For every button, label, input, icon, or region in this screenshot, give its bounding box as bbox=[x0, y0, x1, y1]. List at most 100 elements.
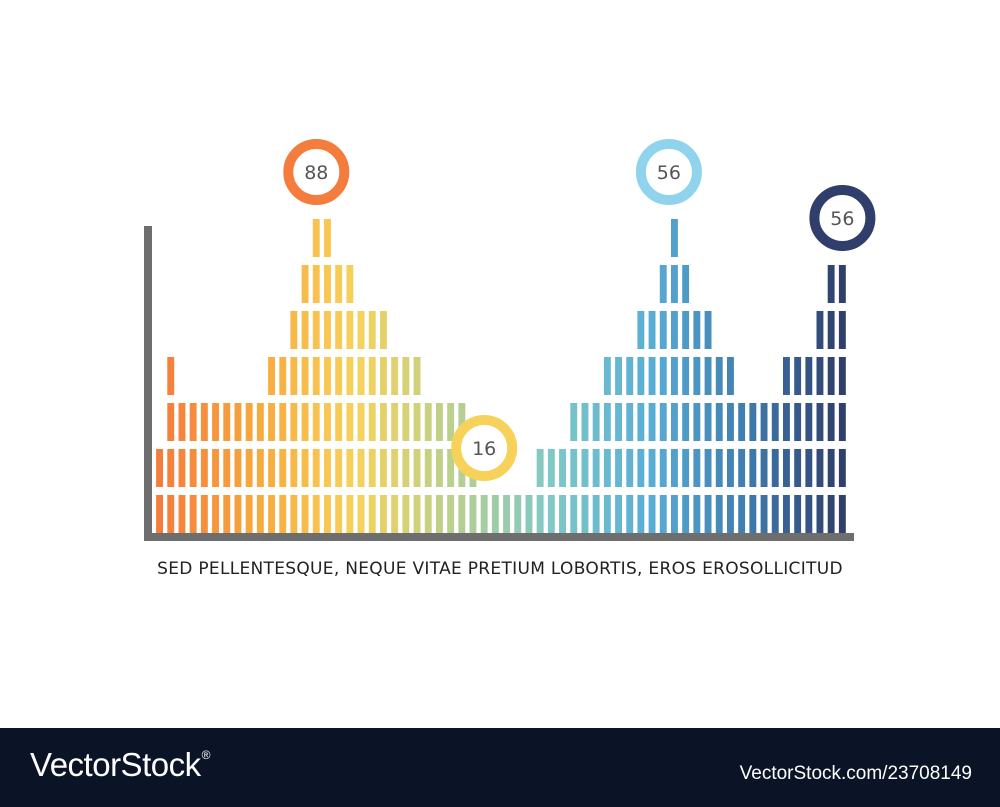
bar-segment bbox=[178, 495, 186, 533]
bar-segment bbox=[715, 357, 723, 395]
bar-segment bbox=[838, 265, 846, 303]
bar-segment bbox=[794, 403, 802, 441]
bar-segment bbox=[827, 449, 835, 487]
bar-segment bbox=[324, 449, 331, 487]
bar-segment bbox=[290, 311, 298, 349]
bar-segment bbox=[324, 219, 331, 257]
callout-ring bbox=[635, 139, 702, 205]
bar-segment bbox=[301, 311, 309, 349]
bar-segment bbox=[167, 403, 175, 441]
bar-segment bbox=[816, 449, 824, 487]
bar-segment bbox=[682, 449, 690, 487]
bar-segment bbox=[783, 403, 790, 441]
bar-segment bbox=[346, 449, 354, 487]
bar-segment bbox=[335, 265, 343, 303]
bar-segment bbox=[671, 265, 678, 303]
bar-segment bbox=[312, 357, 320, 395]
bar-segment bbox=[447, 449, 455, 487]
bar-segment bbox=[346, 265, 354, 303]
bar-segment bbox=[738, 403, 746, 441]
bar-segment bbox=[838, 495, 846, 533]
bar-segment bbox=[312, 311, 320, 349]
bar-segment bbox=[671, 495, 678, 533]
bar-segment bbox=[637, 311, 645, 349]
bar-segment bbox=[693, 495, 701, 533]
bar-segment bbox=[335, 403, 343, 441]
bar-segment bbox=[413, 449, 421, 487]
logo-text: VectorStock bbox=[30, 746, 201, 783]
bar-segment bbox=[458, 495, 466, 533]
bar-segment bbox=[693, 311, 701, 349]
bar-segment bbox=[570, 449, 578, 487]
bar-segment bbox=[458, 403, 466, 441]
bar-segment bbox=[312, 403, 320, 441]
callout-label: 56 bbox=[657, 162, 681, 184]
callouts-layer: 88 16 56 56 bbox=[283, 139, 876, 481]
bar-segment bbox=[727, 357, 734, 395]
bar-segment bbox=[312, 449, 320, 487]
bar-segment bbox=[682, 495, 690, 533]
bar-segment bbox=[637, 495, 645, 533]
bar-segment bbox=[290, 403, 298, 441]
bar-segment bbox=[268, 403, 275, 441]
bar-segment bbox=[805, 403, 813, 441]
bar-segment bbox=[380, 403, 387, 441]
bar-segment bbox=[256, 449, 264, 487]
bar-segment bbox=[749, 449, 757, 487]
bar-segment bbox=[536, 449, 544, 487]
bar-segment bbox=[547, 449, 555, 487]
bar-segment bbox=[536, 495, 544, 533]
bar-segment bbox=[805, 495, 813, 533]
bar-segment bbox=[346, 495, 354, 533]
bar-segment bbox=[301, 403, 309, 441]
bar-segment bbox=[749, 403, 757, 441]
bar-segment bbox=[391, 357, 399, 395]
bar-segment bbox=[581, 495, 589, 533]
bar-segment bbox=[268, 357, 275, 395]
bar-segment bbox=[715, 403, 723, 441]
bar-segment bbox=[671, 357, 678, 395]
bar-segment bbox=[178, 449, 186, 487]
vectorstock-logo: VectorStock® bbox=[30, 746, 210, 784]
bar-segment bbox=[402, 357, 410, 395]
bar-segment bbox=[827, 403, 835, 441]
bar-segment bbox=[704, 403, 712, 441]
bar-segment bbox=[346, 311, 354, 349]
callout-label: 16 bbox=[472, 438, 496, 460]
bar-segment bbox=[603, 495, 611, 533]
bar-segment bbox=[671, 449, 678, 487]
bar-segment bbox=[447, 495, 455, 533]
bar-segment bbox=[301, 449, 309, 487]
value-callout: 88 bbox=[283, 139, 350, 205]
bar-segment bbox=[424, 449, 432, 487]
bar-segment bbox=[592, 449, 600, 487]
bar-segment bbox=[380, 449, 387, 487]
bar-segment bbox=[727, 495, 734, 533]
bar-segment bbox=[189, 403, 197, 441]
bar-segment bbox=[693, 357, 701, 395]
bar-segment bbox=[469, 495, 477, 533]
bar-segment bbox=[626, 357, 634, 395]
bar-segment bbox=[312, 219, 320, 257]
bar-segment bbox=[771, 449, 779, 487]
bar-segment bbox=[167, 449, 175, 487]
bar-segment bbox=[223, 403, 231, 441]
bar-segment bbox=[245, 495, 253, 533]
bar-segment bbox=[324, 403, 331, 441]
bar-segment bbox=[279, 357, 287, 395]
bar-segment bbox=[715, 495, 723, 533]
bar-segment bbox=[312, 265, 320, 303]
bar-segment bbox=[335, 311, 343, 349]
bar-segment bbox=[167, 357, 175, 395]
bar-segment bbox=[335, 449, 343, 487]
bar-segment bbox=[637, 449, 645, 487]
bar-segment bbox=[268, 449, 275, 487]
bar-segment bbox=[312, 495, 320, 533]
bar-segment bbox=[368, 357, 376, 395]
bar-segment bbox=[391, 449, 399, 487]
bar-segment bbox=[200, 449, 208, 487]
bar-segment bbox=[648, 403, 656, 441]
bar-segment bbox=[659, 265, 667, 303]
bar-segment bbox=[827, 495, 835, 533]
bar-segment bbox=[727, 449, 734, 487]
